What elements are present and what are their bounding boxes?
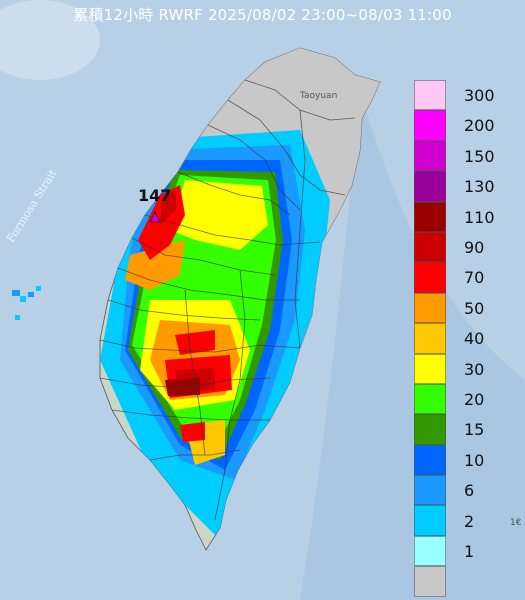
legend-label: 50	[464, 298, 485, 318]
legend-swatch	[414, 444, 446, 476]
max-rain-value: 147	[138, 186, 172, 205]
legend-swatch	[414, 535, 446, 567]
legend-swatch	[414, 566, 446, 597]
cloud-shade	[0, 0, 100, 80]
legend-label: 300	[464, 86, 495, 105]
penghu-rain	[12, 286, 41, 320]
edge-tick-label: 1€	[510, 518, 522, 528]
legend-swatch	[414, 383, 446, 415]
legend-swatch	[414, 171, 446, 202]
legend-label: 20	[464, 390, 485, 409]
legend-label: 200	[464, 116, 495, 136]
legend-swatch	[414, 140, 446, 172]
legend-label: 2	[464, 511, 475, 531]
deep-sea-shade	[300, 90, 525, 600]
legend-swatch	[414, 231, 446, 263]
legend-label: 150	[464, 146, 495, 166]
legend-label: 90	[464, 238, 485, 257]
map-title: 累積12小時 RWRF 2025/08/02 23:00~08/03 11:00	[73, 6, 452, 24]
legend-label: 30	[464, 359, 485, 379]
legend-label: 70	[464, 268, 485, 288]
legend-swatch	[414, 80, 446, 111]
rainfall-legend	[414, 80, 446, 597]
legend-swatch	[414, 201, 446, 232]
legend-swatch	[414, 353, 446, 384]
legend-label: 10	[464, 450, 485, 470]
county-boundaries	[99, 79, 356, 521]
legend-label: 1	[464, 542, 475, 561]
legend-label: 110	[464, 207, 495, 227]
legend-swatch	[414, 110, 446, 141]
legend-label: 6	[464, 481, 475, 501]
city-label-taoyuan: Taoyuan	[299, 91, 337, 101]
max-rain-marker	[149, 211, 161, 223]
legend-swatch	[414, 414, 446, 445]
legend-label: 40	[464, 329, 485, 349]
legend-swatch	[414, 505, 446, 536]
legend-label: 15	[464, 420, 485, 440]
legend-swatch	[414, 323, 446, 354]
legend-label: 130	[464, 177, 495, 197]
legend-swatch	[414, 475, 446, 506]
legend-swatch	[414, 292, 446, 324]
legend-swatch	[414, 262, 446, 293]
